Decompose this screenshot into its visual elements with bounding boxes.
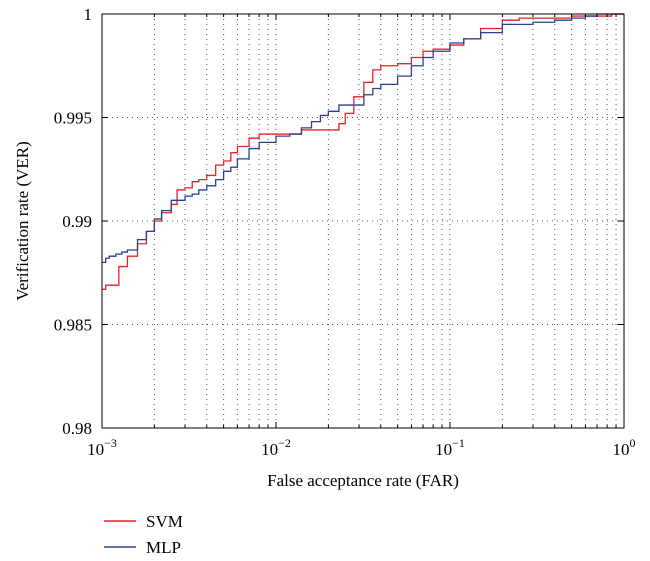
legend-label-mlp: MLP — [146, 538, 181, 557]
x-axis-tick-labels: 10−3 10−2 10−1 100 — [87, 436, 635, 459]
series-group — [102, 13, 624, 290]
legend: SVM MLP — [104, 512, 183, 557]
y-tick-label: 0.995 — [54, 109, 92, 128]
y-tick-label: 0.98 — [62, 419, 92, 438]
x-tick-label: 10−1 — [435, 436, 465, 459]
y-axis-tick-labels: 0.98 0.985 0.99 0.995 1 — [54, 5, 92, 438]
y-axis-title: Verification rate (VER) — [13, 141, 32, 301]
x-tick-label: 10−3 — [87, 436, 117, 459]
legend-label-svm: SVM — [146, 512, 183, 531]
series-line-svm — [102, 13, 624, 290]
axis-ticks — [101, 13, 625, 429]
y-tick-label: 0.99 — [62, 212, 92, 231]
grid — [102, 14, 624, 428]
x-tick-label: 10−2 — [261, 436, 291, 459]
y-tick-label: 0.985 — [54, 316, 92, 335]
y-tick-label: 1 — [84, 5, 93, 24]
series-line-mlp — [102, 13, 624, 264]
x-tick-label: 100 — [613, 436, 636, 459]
x-axis-title: False acceptance rate (FAR) — [267, 471, 459, 490]
